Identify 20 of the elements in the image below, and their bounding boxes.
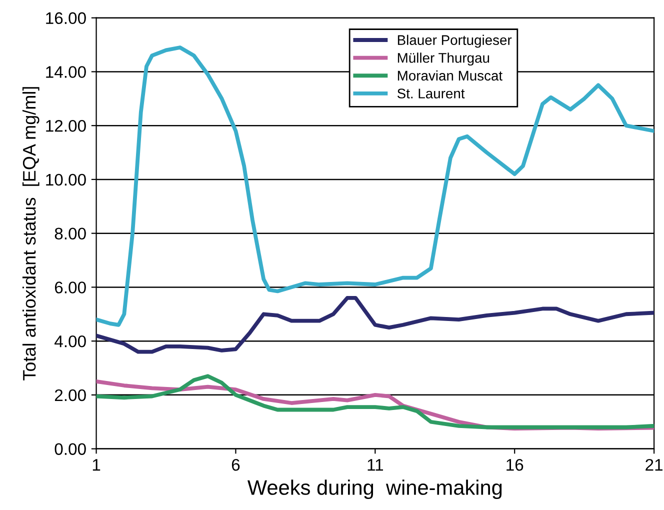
y-tick-label: 0.00	[54, 443, 86, 456]
y-tick-label: 8.00	[54, 228, 86, 240]
x-tick-label: 6	[232, 458, 240, 471]
y-tick-label: 14.00	[46, 66, 86, 78]
legend-label: Müller Thurgau	[398, 52, 490, 66]
y-tick-label: 4.00	[54, 335, 86, 348]
x-tick-label: 21	[646, 458, 662, 471]
x-tick-label: 16	[506, 458, 524, 471]
y-tick-label: 2.00	[54, 389, 86, 402]
legend-label: St. Laurent	[397, 88, 465, 98]
y-tick-label: 10.00	[46, 174, 86, 186]
y-axis-title: Total antioxidant status [EQA mg/ml]	[22, 87, 40, 380]
x-axis-title: Weeks during wine-making	[247, 480, 502, 500]
y-tick-label: 6.00	[54, 282, 86, 294]
legend-label: Blauer Portugieser	[398, 34, 512, 48]
x-tick-label: 11	[368, 459, 383, 471]
y-tick-label: 12.00	[46, 120, 86, 132]
legend-label: Moravian Muscat	[398, 70, 502, 81]
y-tick-label: 16.00	[46, 12, 86, 24]
x-tick-label: 1	[92, 459, 100, 471]
